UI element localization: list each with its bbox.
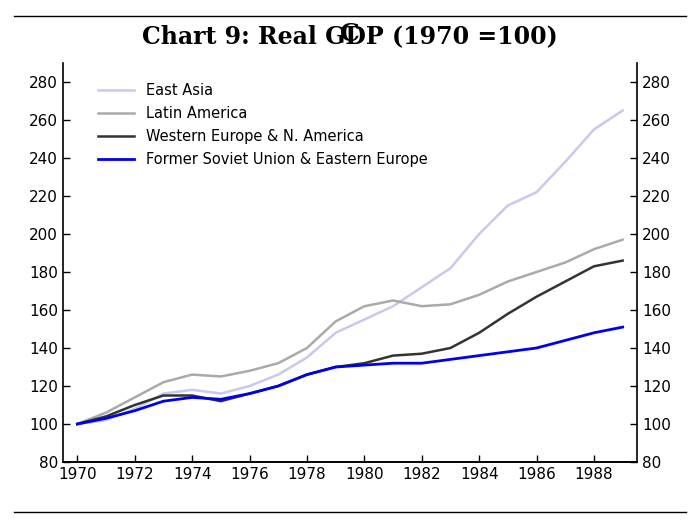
Western Europe & N. America (447, 345, 455, 351)
Text: C: C (340, 22, 360, 46)
Line: Latin America: Latin America (78, 240, 623, 424)
East Asia (504, 202, 512, 208)
Western Europe & N. America (303, 372, 312, 378)
Latin America (389, 297, 398, 303)
East Asia (74, 421, 82, 427)
East Asia (131, 406, 139, 412)
East Asia (217, 391, 225, 397)
Western Europe & N. America (561, 278, 570, 285)
Former Soviet Union & Eastern Europe (418, 360, 426, 366)
Latin America (246, 368, 254, 374)
East Asia (246, 383, 254, 389)
Western Europe & N. America (590, 263, 598, 269)
Former Soviet Union & Eastern Europe (504, 349, 512, 355)
Western Europe & N. America (274, 383, 283, 389)
Former Soviet Union & Eastern Europe (389, 360, 398, 366)
Latin America (74, 421, 82, 427)
Former Soviet Union & Eastern Europe (303, 372, 312, 378)
Latin America (360, 303, 369, 309)
Western Europe & N. America (475, 330, 484, 336)
Western Europe & N. America (619, 257, 627, 264)
Western Europe & N. America (332, 364, 340, 370)
Line: East Asia: East Asia (78, 110, 623, 424)
Former Soviet Union & Eastern Europe (360, 362, 369, 368)
Western Europe & N. America (102, 413, 111, 419)
East Asia (160, 391, 168, 397)
Latin America (160, 379, 168, 385)
Former Soviet Union & Eastern Europe (475, 352, 484, 359)
Former Soviet Union & Eastern Europe (332, 364, 340, 370)
East Asia (102, 417, 111, 423)
East Asia (590, 127, 598, 133)
East Asia (447, 265, 455, 271)
East Asia (561, 159, 570, 165)
Latin America (475, 292, 484, 298)
Line: Former Soviet Union & Eastern Europe: Former Soviet Union & Eastern Europe (78, 327, 623, 424)
East Asia (274, 372, 283, 378)
Latin America (188, 372, 197, 378)
Latin America (274, 360, 283, 366)
Latin America (418, 303, 426, 309)
Former Soviet Union & Eastern Europe (619, 324, 627, 330)
Western Europe & N. America (188, 392, 197, 398)
Legend: East Asia, Latin America, Western Europe & N. America, Former Soviet Union & Eas: East Asia, Latin America, Western Europe… (93, 78, 432, 171)
East Asia (332, 330, 340, 336)
East Asia (389, 303, 398, 309)
Former Soviet Union & Eastern Europe (561, 337, 570, 343)
Former Soviet Union & Eastern Europe (246, 391, 254, 397)
Former Soviet Union & Eastern Europe (590, 330, 598, 336)
Former Soviet Union & Eastern Europe (217, 396, 225, 403)
Former Soviet Union & Eastern Europe (131, 407, 139, 414)
Latin America (619, 237, 627, 243)
East Asia (418, 284, 426, 290)
Former Soviet Union & Eastern Europe (188, 394, 197, 401)
East Asia (533, 189, 541, 195)
Latin America (561, 259, 570, 266)
Western Europe & N. America (160, 392, 168, 398)
Latin America (533, 269, 541, 275)
East Asia (303, 354, 312, 361)
Western Europe & N. America (360, 360, 369, 366)
Western Europe & N. America (533, 293, 541, 300)
Western Europe & N. America (389, 352, 398, 359)
Line: Western Europe & N. America: Western Europe & N. America (78, 260, 623, 424)
Former Soviet Union & Eastern Europe (74, 421, 82, 427)
Western Europe & N. America (418, 351, 426, 357)
Former Soviet Union & Eastern Europe (274, 383, 283, 389)
East Asia (619, 107, 627, 113)
Western Europe & N. America (504, 311, 512, 317)
Latin America (447, 301, 455, 308)
Latin America (131, 394, 139, 401)
East Asia (475, 231, 484, 237)
East Asia (188, 386, 197, 393)
Latin America (504, 278, 512, 285)
Latin America (303, 345, 312, 351)
Title: Chart 9: Real GDP (1970 =100): Chart 9: Real GDP (1970 =100) (142, 25, 558, 48)
East Asia (360, 317, 369, 323)
Former Soviet Union & Eastern Europe (533, 345, 541, 351)
Latin America (590, 246, 598, 253)
Western Europe & N. America (131, 402, 139, 408)
Former Soviet Union & Eastern Europe (447, 356, 455, 363)
Western Europe & N. America (74, 421, 82, 427)
Latin America (217, 373, 225, 380)
Latin America (332, 318, 340, 324)
Western Europe & N. America (217, 398, 225, 404)
Latin America (102, 410, 111, 416)
Former Soviet Union & Eastern Europe (102, 415, 111, 422)
Former Soviet Union & Eastern Europe (160, 398, 168, 404)
Western Europe & N. America (246, 391, 254, 397)
